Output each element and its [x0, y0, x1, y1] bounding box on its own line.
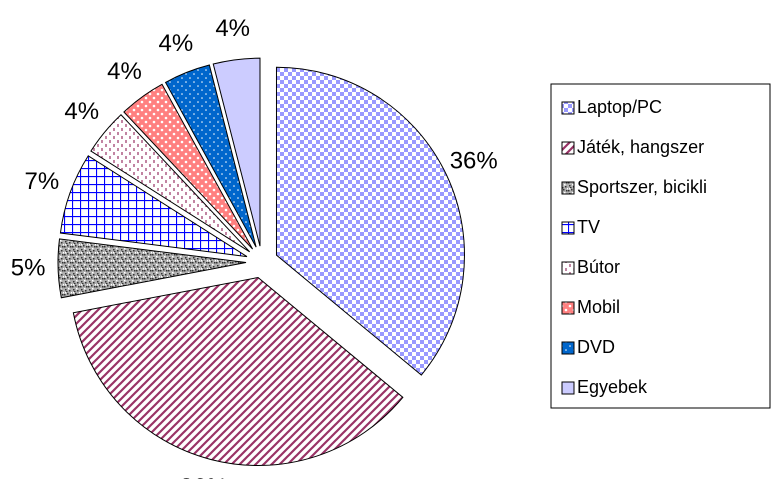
pie-slice [275, 66, 465, 376]
data-label: 4% [215, 15, 250, 42]
legend-label: Mobil [577, 297, 620, 317]
legend-swatch [561, 341, 575, 355]
legend-swatch [561, 181, 575, 195]
pie-slice [57, 238, 247, 299]
legend-swatch [561, 381, 575, 395]
legend-swatch [561, 101, 575, 115]
pie-slice [90, 114, 251, 253]
data-label: 7% [24, 168, 59, 195]
legend-label: Egyebek [577, 377, 648, 397]
legend-label: Laptop/PC [577, 97, 662, 117]
legend-label: Játék, hangszer [577, 137, 704, 157]
legend-label: TV [577, 217, 600, 237]
pie-slice [59, 155, 248, 258]
legend-label: DVD [577, 337, 615, 357]
data-label: 36% [180, 474, 228, 479]
pie-slice [72, 276, 404, 466]
data-label: 4% [107, 58, 142, 85]
legend-swatch [561, 261, 575, 275]
legend-swatch [561, 301, 575, 315]
data-label: 4% [159, 30, 194, 57]
data-label: 36% [450, 148, 498, 175]
legend-label: Sportszer, bicikli [577, 177, 707, 197]
data-label: 5% [11, 255, 46, 282]
legend-swatch [561, 141, 575, 155]
pie-slice [123, 83, 254, 250]
data-label: 4% [64, 98, 99, 125]
pie-slice [164, 64, 257, 248]
legend-label: Bútor [577, 257, 620, 277]
pie-slice [212, 57, 261, 247]
legend-swatch [561, 221, 575, 235]
legend-box [550, 83, 771, 409]
